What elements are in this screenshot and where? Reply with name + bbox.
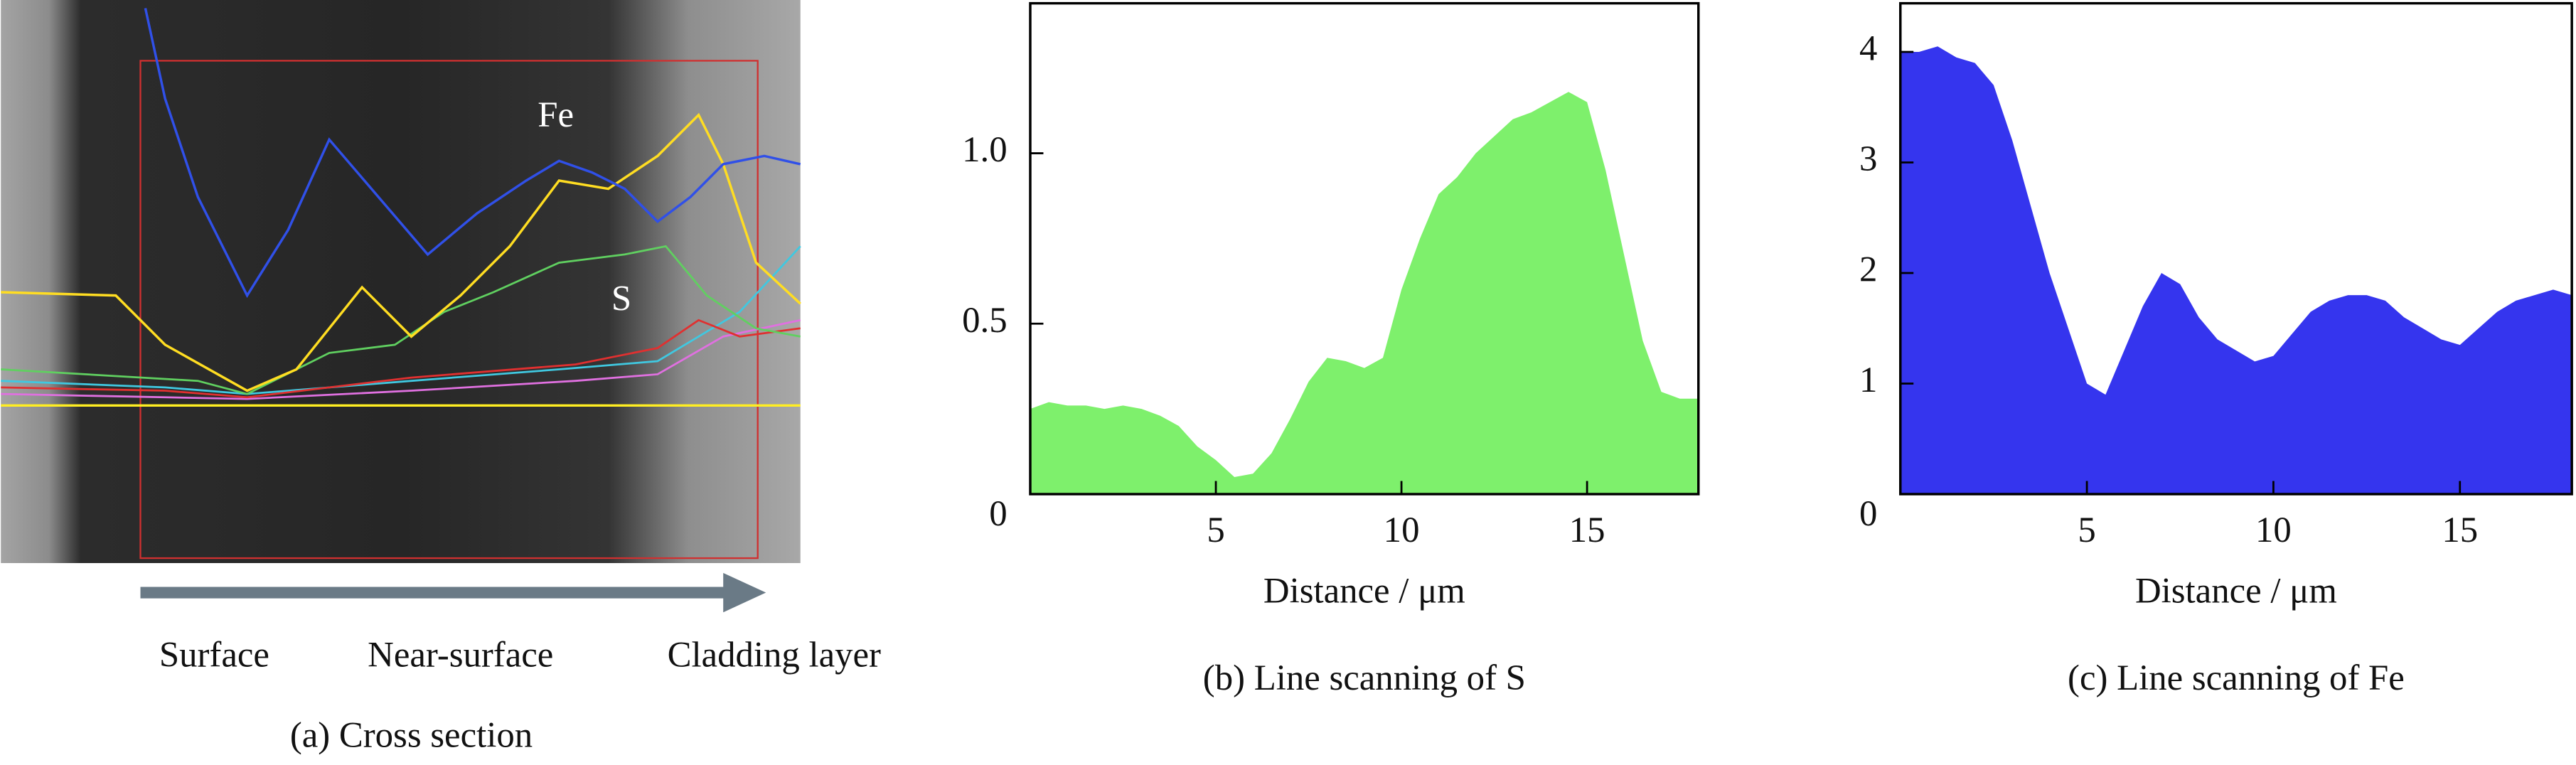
x-tick-label: 10 [2255,510,2292,550]
y-tick-label: 0 [1859,493,1877,533]
scan-line [144,8,801,299]
scan-line [1,319,801,399]
scan-line [1,112,801,392]
scan-box [139,60,759,560]
chart-title: (b) Line scanning of S [1203,658,1526,697]
y-tick-label: 1 [1859,360,1877,400]
scan-line [1,319,801,400]
fe-label: Fe [538,95,574,134]
area [1030,92,1699,495]
sem-image [1,0,801,563]
y-tick-label: 1.0 [962,129,1007,169]
y-tick-label: 0.5 [962,300,1007,340]
plot-frame [1899,1,2573,496]
y-tick-label: 2 [1859,250,1877,289]
y-tick-label: 0 [989,493,1007,533]
x-axis-label: Distance / μm [2135,571,2337,611]
plot-frame [1029,1,1700,496]
region-label: Near-surface [368,635,553,675]
region-label: Cladding layer [668,635,881,675]
scan-line [1,245,801,395]
x-tick-label: 5 [2078,510,2095,550]
x-tick-label: 15 [1569,510,1605,550]
x-axis-label: Distance / μm [1263,571,1465,611]
y-tick-label: 3 [1859,139,1877,178]
s-label: S [611,279,631,319]
x-tick-label: 15 [2442,510,2478,550]
region-label: Surface [159,635,269,675]
cross-section-image: Fe S [1,0,801,563]
chart-title: (c) Line scanning of Fe [2068,658,2405,697]
arrow-head [723,572,766,613]
x-tick-label: 5 [1207,510,1224,550]
area [1900,46,2572,495]
panel-caption: (a) Cross section [290,715,533,755]
y-tick-label: 4 [1859,28,1877,68]
x-tick-label: 10 [1384,510,1420,550]
scan-line [1,245,801,395]
